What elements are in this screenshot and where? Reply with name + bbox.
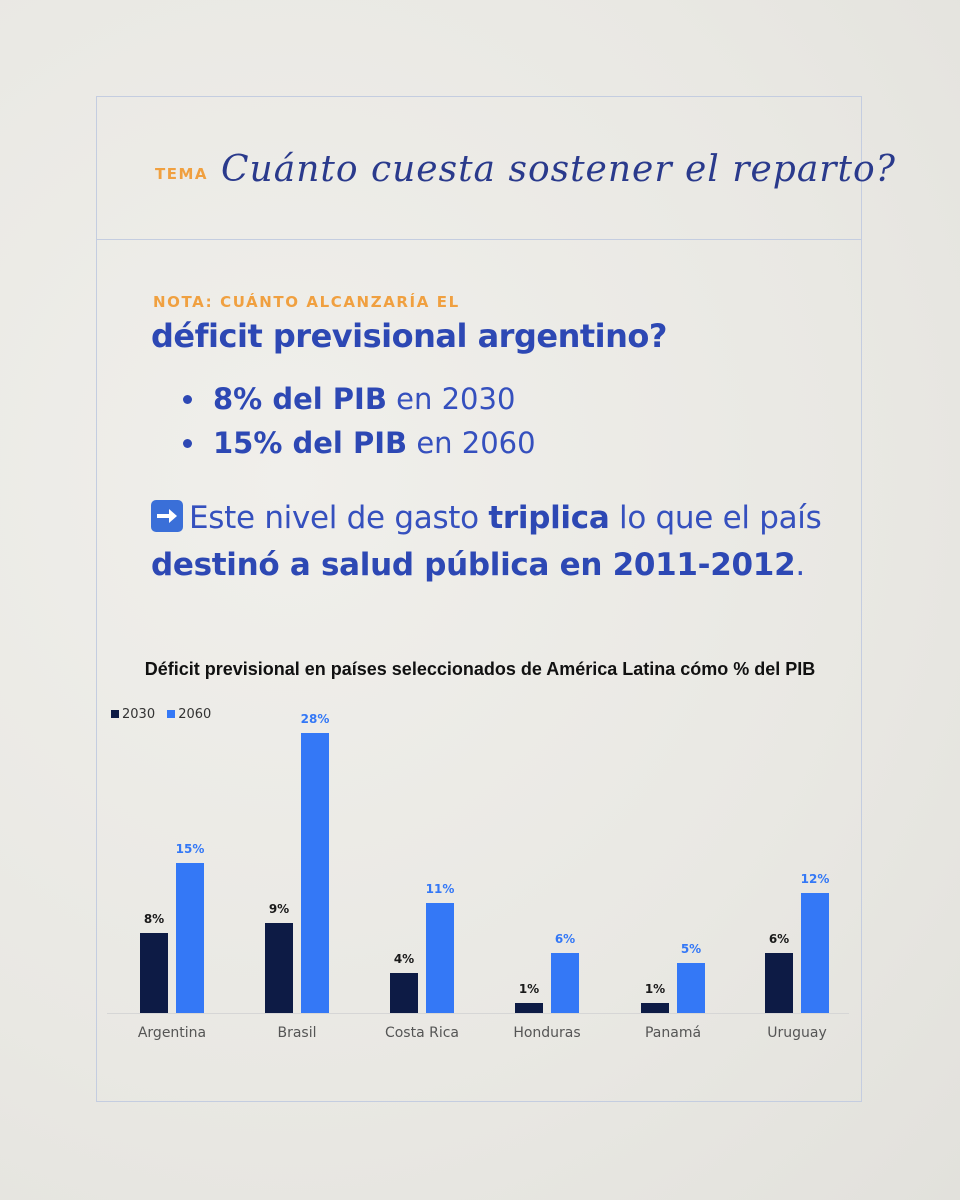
bar-2030-4 <box>641 1003 669 1013</box>
bullet-rest: en 2060 <box>407 426 536 460</box>
bar-2030-5 <box>765 953 793 1013</box>
x-tick-label-0: Argentina <box>138 1025 206 1041</box>
x-tick-label-1: Brasil <box>277 1025 316 1041</box>
bullet-bold: 15% del PIB <box>213 426 408 460</box>
body-paragraph: Este nivel de gasto triplica lo que el p… <box>151 495 831 589</box>
bullet-item-2060: 15% del PIB en 2060 <box>179 421 536 465</box>
nota-title: déficit previsional argentino? <box>151 317 667 355</box>
body-bold-2: destinó a salud pública en 2011-2012 <box>151 547 796 583</box>
data-label-2030-3: 1% <box>519 982 539 996</box>
bar-2060-0 <box>176 863 204 1013</box>
bullet-item-2030: 8% del PIB en 2030 <box>179 377 536 421</box>
bullet-dot-icon <box>183 439 192 448</box>
bar-2030-2 <box>390 973 418 1013</box>
body-text-2: lo que el país <box>609 500 822 536</box>
data-label-2060-3: 6% <box>555 932 575 946</box>
bar-2060-1 <box>301 733 329 1013</box>
x-tick-label-4: Panamá <box>645 1025 701 1041</box>
legend-label-2030: 2030 <box>122 707 156 722</box>
bar-2060-2 <box>426 903 454 1013</box>
body-text-1: Este nivel de gasto <box>189 500 489 536</box>
bullet-list: 8% del PIB en 2030 15% del PIB en 2060 <box>179 377 536 465</box>
data-label-2030-0: 8% <box>144 912 164 926</box>
bar-2030-3 <box>515 1003 543 1013</box>
bullet-dot-icon <box>183 395 192 404</box>
data-label-2030-1: 9% <box>269 902 289 916</box>
bar-2060-4 <box>677 963 705 1013</box>
legend-label-2060: 2060 <box>178 707 212 722</box>
data-label-2060-0: 15% <box>176 842 205 856</box>
tema-title: Cuánto cuesta sostener el reparto? <box>221 149 896 190</box>
x-tick-label-5: Uruguay <box>767 1025 827 1041</box>
right-arrow-icon <box>151 500 183 532</box>
bar-2060-3 <box>551 953 579 1013</box>
data-label-2060-2: 11% <box>426 882 455 896</box>
x-tick-label-2: Costa Rica <box>385 1025 459 1041</box>
data-label-2060-4: 5% <box>681 942 701 956</box>
bullet-rest: en 2030 <box>386 382 516 416</box>
bullet-bold: 8% del PIB <box>213 382 387 416</box>
header-divider <box>97 239 861 240</box>
bar-2060-5 <box>801 893 829 1013</box>
bar-2030-0 <box>140 933 168 1013</box>
chart-title: Déficit previsional en países selecciona… <box>144 659 816 679</box>
legend-item-2060: 2060 <box>167 707 211 722</box>
data-label-2060-5: 12% <box>801 872 830 886</box>
legend-swatch-2060 <box>167 710 176 718</box>
bar-chart: 8% 15% Argentina 9% 28% Brasil 4% 11% Costa Rica… <box>107 712 849 1041</box>
chart-legend: 2030 2060 <box>111 707 219 722</box>
legend-item-2030: 2030 <box>111 707 155 722</box>
data-label-2030-5: 6% <box>769 932 789 946</box>
bar-2030-1 <box>265 923 293 1013</box>
legend-swatch-2030 <box>111 710 119 718</box>
data-label-2030-2: 4% <box>394 952 414 966</box>
tema-label: TEMA <box>155 165 209 183</box>
body-text-3: . <box>795 547 805 583</box>
x-tick-label-3: Honduras <box>513 1025 580 1041</box>
data-label-2060-1: 28% <box>301 712 330 726</box>
nota-label: NOTA: CUÁNTO ALCANZARÍA EL <box>153 293 460 311</box>
content-frame: TEMA Cuánto cuesta sostener el reparto? … <box>96 96 895 1102</box>
body-bold-1: triplica <box>488 500 610 536</box>
data-label-2030-4: 1% <box>645 982 665 996</box>
